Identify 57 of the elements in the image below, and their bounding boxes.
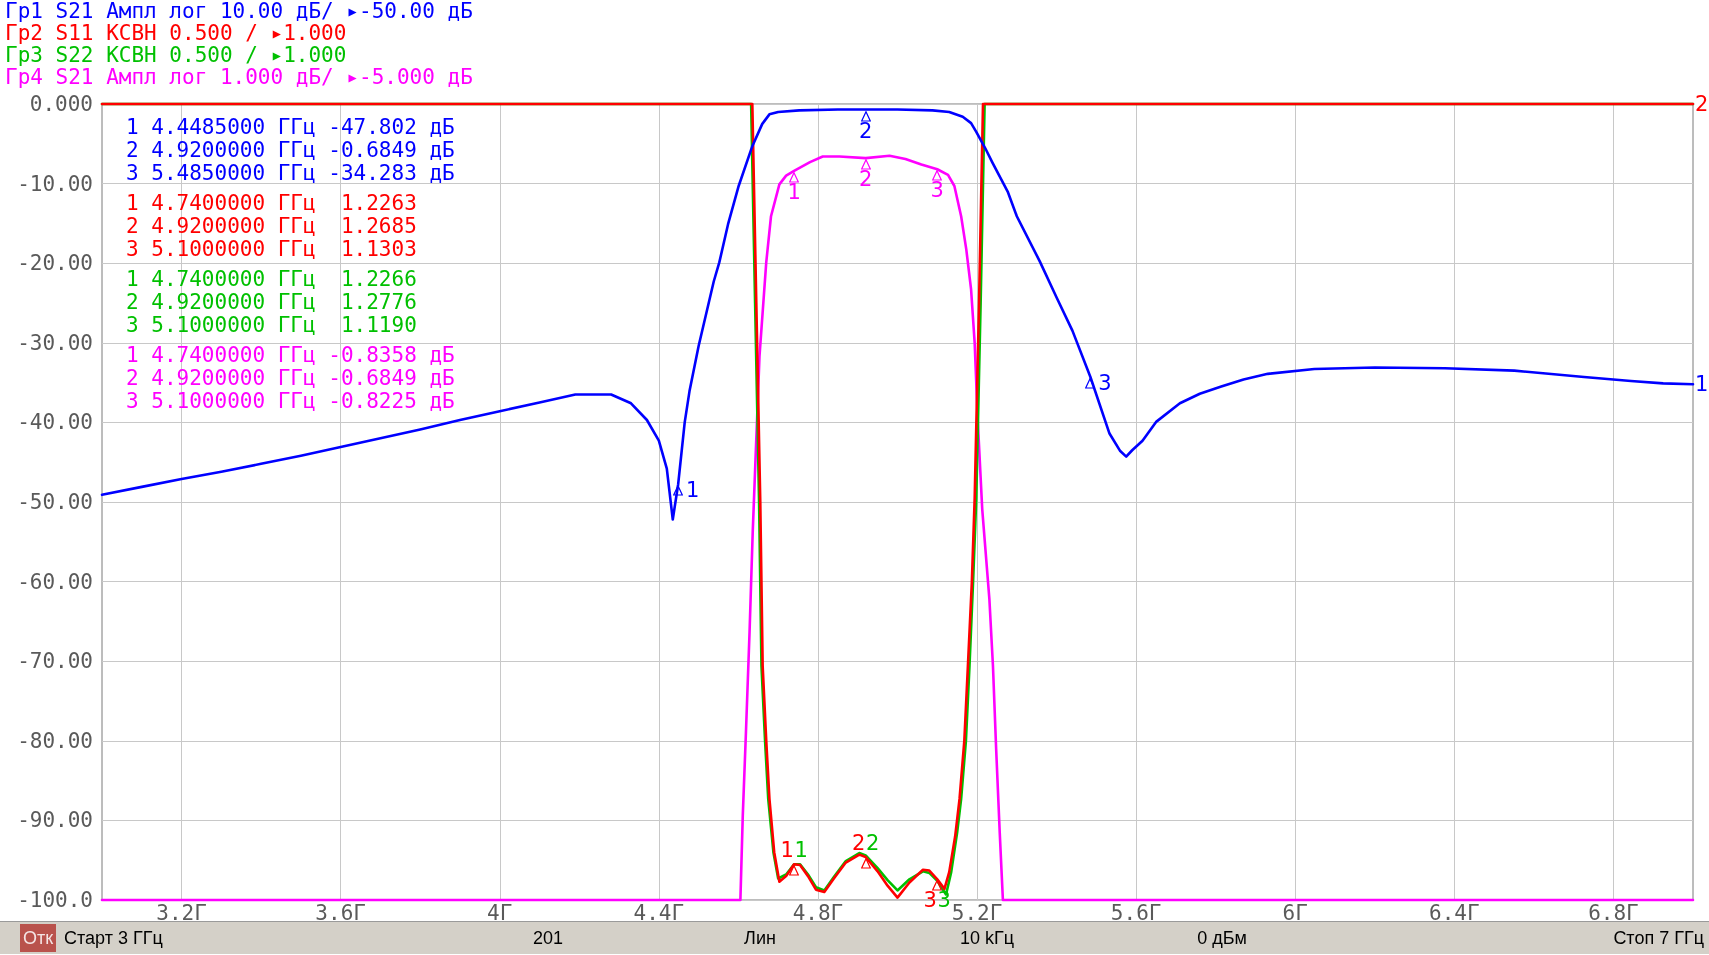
- x-tick-label: 5.6Г: [1110, 900, 1162, 925]
- text: Стоп 7 ГГц: [1613, 928, 1704, 948]
- y-tick-label: -50.00: [17, 490, 93, 514]
- x-tick-label: 6Г: [1282, 900, 1308, 925]
- y-tick-label: -60.00: [17, 569, 93, 594]
- text: 10 kГц: [959, 928, 1015, 948]
- x-tick-label: 5.2Г: [951, 900, 1003, 925]
- text: Старт 3 ГГц: [64, 928, 163, 948]
- annotation: 1: [794, 838, 808, 863]
- annotation: 1: [685, 478, 700, 503]
- annotation: 1 4.7400000 ГГц 1.2263: [126, 191, 417, 215]
- x-tick-label: 4.4Г: [633, 900, 685, 925]
- y-tick-label: -40.00: [17, 410, 93, 435]
- annotation: 2 4.9200000 ГГц 1.2776: [126, 290, 417, 314]
- annotation: 3 5.1000000 ГГц -0.8225 дБ: [126, 389, 455, 413]
- text: Гр2 S11 КСВН 0.500 / ▸1.000: [5, 21, 347, 45]
- x-tick-label: 4Г: [487, 900, 513, 925]
- y-tick-label: -80.00: [17, 728, 93, 753]
- annotation: 2: [851, 831, 866, 856]
- y-tick-label: -30.00: [17, 330, 93, 355]
- annotation: 2: [865, 831, 880, 856]
- text: Лин: [744, 927, 776, 950]
- annotation: 1 4.7400000 ГГц 1.2266: [126, 267, 417, 291]
- y-tick-label: -70.00: [17, 649, 93, 674]
- y-tick-label: -20.00: [17, 251, 93, 276]
- text: 201: [532, 927, 564, 950]
- text: Гр1 S21 Ампл лог 10.00 дБ/ ▸-50.00 дБ: [5, 0, 473, 23]
- annotation: 2 4.9200000 ГГц -0.6849 дБ: [126, 366, 455, 390]
- annotation: 3: [923, 888, 937, 913]
- annotation: 1 4.7400000 ГГц -0.8358 дБ: [126, 343, 455, 367]
- annotation: 3 5.4850000 ГГц -34.283 дБ: [126, 161, 455, 185]
- annotation: 3: [1098, 371, 1112, 396]
- annotation: 2: [858, 167, 873, 192]
- x-tick-label: 6.4Г: [1429, 900, 1480, 925]
- y-tick-label: 0.000: [29, 92, 93, 116]
- text: 0 дБм: [1197, 927, 1247, 950]
- annotation: 1: [1695, 371, 1709, 396]
- annotation: 1 4.4485000 ГГц -47.802 дБ: [126, 115, 455, 139]
- annotation: 3 5.1000000 ГГц 1.1303: [126, 237, 417, 261]
- y-tick-label: -100.0: [17, 888, 93, 912]
- annotation: 2 4.9200000 ГГц -0.6849 дБ: [126, 138, 455, 162]
- annotation: 1: [787, 179, 801, 204]
- x-tick-label: 3.2Г: [156, 900, 207, 925]
- text: Отк: [20, 924, 57, 952]
- annotation: 3 5.1000000 ГГц 1.1190: [126, 313, 417, 337]
- x-tick-label: 6.8Г: [1588, 900, 1639, 925]
- y-tick-label: -90.00: [17, 808, 93, 833]
- annotation: 1: [780, 838, 794, 863]
- annotation: 2: [1695, 91, 1709, 116]
- annotation: 2: [858, 118, 873, 143]
- annotation: 3: [930, 178, 944, 203]
- series-label: Гр3 S22 КСВН 0.500 / ▸1.000: [5, 43, 347, 67]
- x-tick-label: 4.8Г: [792, 900, 844, 925]
- text: Гр4 S21 Ампл лог 1.000 дБ/ ▸-5.000 дБ: [5, 65, 473, 89]
- y-tick-label: -10.00: [17, 171, 93, 196]
- x-tick-label: 3.6Г: [315, 900, 366, 925]
- annotation: 2 4.9200000 ГГц 1.2685: [126, 214, 417, 238]
